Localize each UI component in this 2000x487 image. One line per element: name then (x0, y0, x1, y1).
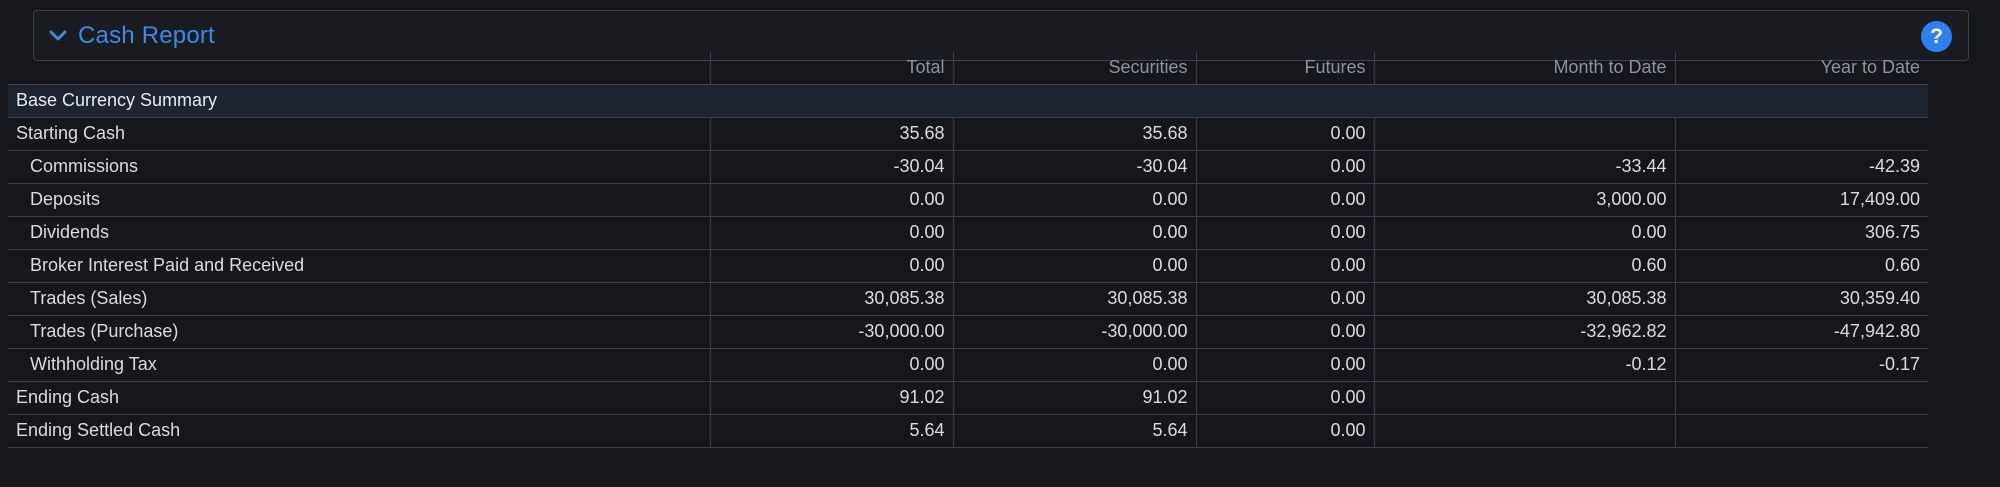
cell-futures: 0.00 (1195, 117, 1374, 151)
cell-year-to-date: -0.17 (1674, 348, 1928, 382)
cell-futures: 0.00 (1195, 282, 1374, 316)
cell-month-to-date: -33.44 (1373, 150, 1675, 184)
row-label: Withholding Tax (8, 348, 710, 382)
table-row: Broker Interest Paid and Received 0.00 0… (8, 249, 1928, 283)
cell-month-to-date: -32,962.82 (1373, 315, 1675, 349)
column-header-label (8, 52, 710, 85)
cell-securities: 0.00 (952, 183, 1196, 217)
table-row: Commissions -30.04 -30.04 0.00 -33.44 -4… (8, 150, 1928, 184)
table-row: Starting Cash 35.68 35.68 0.00 (8, 117, 1928, 151)
cell-futures: 0.00 (1195, 150, 1374, 184)
table-row: Deposits 0.00 0.00 0.00 3,000.00 17,409.… (8, 183, 1928, 217)
cell-futures: 0.00 (1195, 381, 1374, 415)
row-label: Deposits (8, 183, 710, 217)
cash-report-table: Total Securities Futures Month to Date Y… (8, 52, 1928, 448)
cell-year-to-date: 306.75 (1674, 216, 1928, 250)
panel-title[interactable]: Cash Report (78, 21, 215, 49)
cell-total: 0.00 (709, 249, 953, 283)
column-header-year-to-date: Year to Date (1674, 52, 1928, 85)
table-row: Dividends 0.00 0.00 0.00 0.00 306.75 (8, 216, 1928, 250)
column-header-futures: Futures (1195, 52, 1374, 85)
table-row: Withholding Tax 0.00 0.00 0.00 -0.12 -0.… (8, 348, 1928, 382)
cell-total: -30,000.00 (709, 315, 953, 349)
cell-month-to-date: 0.00 (1373, 216, 1675, 250)
chevron-down-icon[interactable] (47, 25, 69, 47)
cell-total: 0.00 (709, 348, 953, 382)
row-label: Trades (Sales) (8, 282, 710, 316)
table-row: Ending Cash 91.02 91.02 0.00 (8, 381, 1928, 415)
cell-month-to-date (1373, 381, 1675, 415)
cell-month-to-date (1373, 414, 1675, 448)
row-label: Ending Cash (8, 381, 710, 415)
row-label: Starting Cash (8, 117, 710, 151)
column-header-securities: Securities (952, 52, 1196, 85)
cell-year-to-date (1674, 117, 1928, 151)
cell-month-to-date: 3,000.00 (1373, 183, 1675, 217)
cell-month-to-date (1373, 117, 1675, 151)
cell-futures: 0.00 (1195, 216, 1374, 250)
row-label: Trades (Purchase) (8, 315, 710, 349)
table-row: Trades (Purchase) -30,000.00 -30,000.00 … (8, 315, 1928, 349)
table-row: Trades (Sales) 30,085.38 30,085.38 0.00 … (8, 282, 1928, 316)
row-label: Commissions (8, 150, 710, 184)
cell-total: 91.02 (709, 381, 953, 415)
cell-futures: 0.00 (1195, 315, 1374, 349)
section-label: Base Currency Summary (8, 84, 1928, 118)
section-row-base-currency-summary: Base Currency Summary (8, 84, 1928, 118)
column-header-month-to-date: Month to Date (1373, 52, 1675, 85)
table-row: Ending Settled Cash 5.64 5.64 0.00 (8, 414, 1928, 448)
row-label: Ending Settled Cash (8, 414, 710, 448)
cell-securities: -30.04 (952, 150, 1196, 184)
cell-futures: 0.00 (1195, 348, 1374, 382)
cell-year-to-date: 30,359.40 (1674, 282, 1928, 316)
cell-month-to-date: 30,085.38 (1373, 282, 1675, 316)
cell-securities: 91.02 (952, 381, 1196, 415)
cell-futures: 0.00 (1195, 249, 1374, 283)
cell-futures: 0.00 (1195, 183, 1374, 217)
cell-total: 35.68 (709, 117, 953, 151)
cell-securities: 0.00 (952, 216, 1196, 250)
cell-total: -30.04 (709, 150, 953, 184)
cell-securities: 30,085.38 (952, 282, 1196, 316)
cell-year-to-date: 17,409.00 (1674, 183, 1928, 217)
cell-securities: 0.00 (952, 348, 1196, 382)
cell-total: 0.00 (709, 183, 953, 217)
cell-year-to-date (1674, 381, 1928, 415)
cell-securities: 0.00 (952, 249, 1196, 283)
cell-month-to-date: -0.12 (1373, 348, 1675, 382)
cell-year-to-date: 0.60 (1674, 249, 1928, 283)
column-header-total: Total (709, 52, 953, 85)
cell-futures: 0.00 (1195, 414, 1374, 448)
cell-month-to-date: 0.60 (1373, 249, 1675, 283)
row-label: Broker Interest Paid and Received (8, 249, 710, 283)
cell-total: 0.00 (709, 216, 953, 250)
row-label: Dividends (8, 216, 710, 250)
cell-year-to-date: -47,942.80 (1674, 315, 1928, 349)
cell-total: 30,085.38 (709, 282, 953, 316)
table-header-row: Total Securities Futures Month to Date Y… (8, 52, 1928, 85)
cell-securities: 5.64 (952, 414, 1196, 448)
cell-securities: -30,000.00 (952, 315, 1196, 349)
cell-year-to-date: -42.39 (1674, 150, 1928, 184)
cell-total: 5.64 (709, 414, 953, 448)
cell-securities: 35.68 (952, 117, 1196, 151)
help-icon[interactable]: ? (1921, 21, 1952, 52)
cell-year-to-date (1674, 414, 1928, 448)
